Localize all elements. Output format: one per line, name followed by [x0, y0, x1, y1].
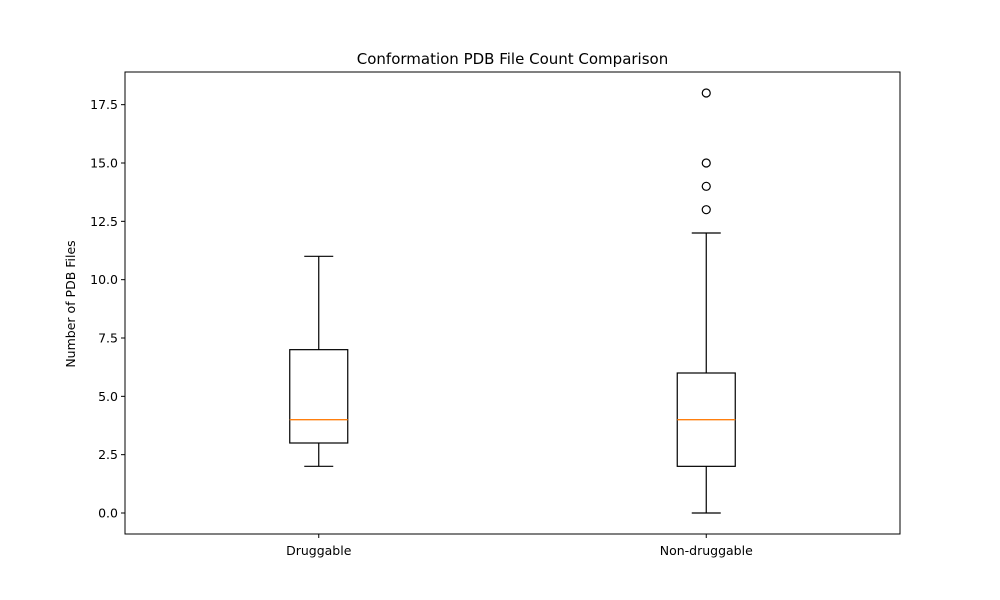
box-druggable — [289, 255, 349, 467]
y-tick-label: 2.5 — [98, 447, 118, 462]
outlier-point — [701, 88, 711, 98]
outlier-point — [701, 158, 711, 168]
y-tick-label: 5.0 — [98, 389, 118, 404]
y-tick-label: 10.0 — [90, 272, 118, 287]
y-tick-label: 12.5 — [90, 214, 118, 229]
box-non-druggable — [676, 88, 736, 514]
iqr-box — [289, 349, 349, 444]
outlier-point — [701, 181, 711, 191]
y-tick-label: 17.5 — [90, 97, 118, 112]
x-tick-label: Non-druggable — [660, 543, 753, 558]
y-axis-ticks: 0.0 2.5 5.0 7.5 10.0 12.5 15.0 17.5 — [90, 97, 125, 521]
y-tick-label: 15.0 — [90, 156, 118, 171]
y-tick-label: 7.5 — [98, 331, 118, 346]
x-axis-ticks: Druggable Non-druggable — [286, 534, 753, 558]
x-tick-label: Druggable — [286, 543, 352, 558]
outlier-point — [701, 205, 711, 215]
y-tick-label: 0.0 — [98, 506, 118, 521]
y-axis-label: Number of PDB Files — [63, 240, 78, 367]
plot-area-frame — [124, 71, 901, 535]
chart-title: Conformation PDB File Count Comparison — [357, 50, 668, 68]
box-series — [289, 88, 736, 514]
